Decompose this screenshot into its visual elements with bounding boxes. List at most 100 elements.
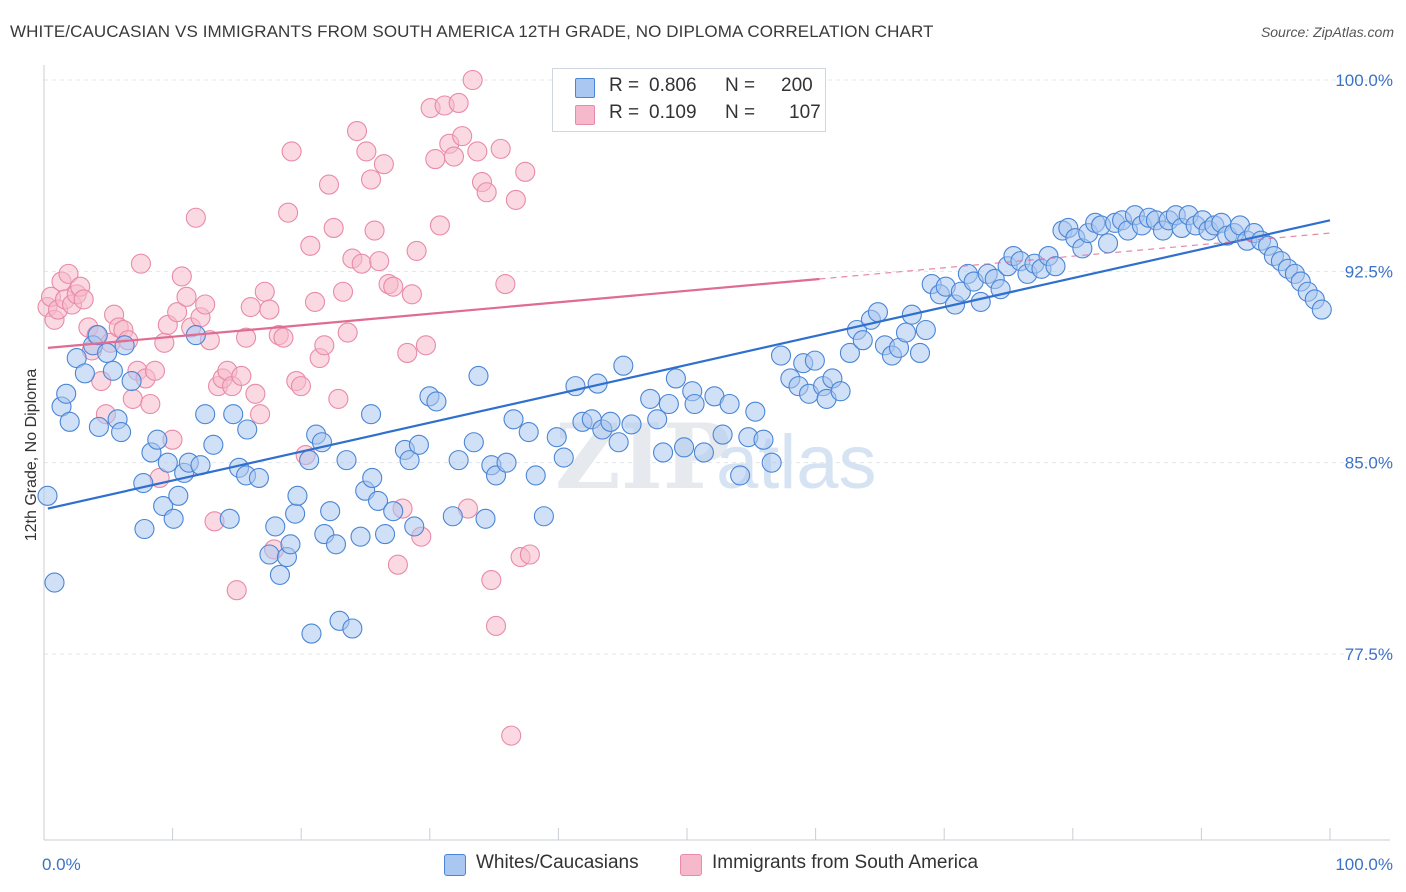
immigrants-point [278, 202, 299, 223]
y-tick-label: 77.5% [1345, 645, 1393, 664]
whites-point [285, 503, 306, 524]
whites-point [336, 450, 357, 471]
immigrants-point [415, 335, 436, 356]
whites-point [97, 342, 118, 364]
immigrants-point [140, 393, 161, 415]
whites-point [325, 534, 347, 555]
whites-point [223, 404, 244, 425]
whites-point [647, 409, 668, 430]
tick-labels: 100.0% 92.5% 85.0% 77.5% 0.0% 100.0% [42, 71, 1393, 874]
legend-swatch-whites [444, 854, 466, 876]
whites-point [565, 376, 586, 397]
immigrants-point [318, 174, 340, 195]
whites-point [518, 422, 539, 443]
immigrants-point [185, 207, 206, 228]
whites-point [426, 391, 447, 412]
whites-point [553, 447, 574, 468]
immigrants-point [245, 383, 266, 404]
whites-point [608, 432, 629, 453]
whites-point [867, 302, 889, 323]
immigrants-point [281, 141, 302, 162]
whites-point [134, 518, 155, 540]
immigrants-point [58, 263, 79, 284]
whites-point [383, 501, 404, 522]
whites-point [621, 414, 642, 435]
immigrants-point [406, 240, 427, 261]
whites-point [59, 411, 80, 432]
immigrants-point [397, 342, 418, 364]
whites-point [147, 429, 168, 450]
legend-swatch-immigrants [680, 854, 702, 876]
source-label: Source: ZipAtlas.com [1260, 24, 1394, 40]
y-tick-label: 100.0% [1335, 71, 1393, 90]
immigrants-point [452, 126, 473, 147]
whites-point [157, 452, 178, 473]
immigrants-point [254, 281, 275, 302]
whites-point [830, 381, 851, 402]
whites-point [87, 325, 108, 346]
whites-point [503, 409, 524, 430]
whites-point [56, 383, 77, 404]
immigrants-point [351, 253, 372, 274]
whites-point [219, 508, 240, 529]
immigrants-point [323, 217, 344, 239]
x-tick-label: 100.0% [1335, 855, 1393, 874]
whites-point [248, 467, 269, 489]
n-value-whites: 200 [781, 75, 813, 96]
whites-point [546, 427, 567, 448]
immigrants-point [236, 327, 257, 348]
chart-title: WHITE/CAUCASIAN VS IMMIGRANTS FROM SOUTH… [10, 22, 934, 41]
whites-point [909, 342, 931, 364]
whites-point [280, 534, 301, 555]
y-tick-label: 92.5% [1345, 262, 1393, 281]
whites-point [259, 544, 280, 565]
r-value-whites: 0.806 [649, 75, 697, 96]
whites-point [640, 388, 661, 409]
immigrants-point [448, 92, 469, 114]
immigrants-point [226, 580, 247, 601]
whites-point [658, 393, 679, 415]
whites-point [163, 508, 184, 529]
whites-point [367, 490, 389, 511]
immigrants-point [130, 253, 151, 274]
immigrants-point [346, 120, 368, 142]
immigrants-point [314, 335, 335, 356]
immigrants-point [429, 215, 451, 236]
immigrants-point [328, 388, 349, 409]
whites-point [299, 450, 320, 471]
whites-point [350, 526, 371, 547]
whites-point [88, 416, 109, 438]
whites-point [237, 419, 258, 440]
r-label: R = [609, 75, 640, 96]
legend-swatch-immigrants [575, 105, 595, 125]
whites-point [399, 450, 420, 471]
whites-point [375, 524, 396, 545]
immigrants-point [515, 161, 536, 182]
whites-point [712, 424, 733, 445]
whites-point [111, 422, 132, 443]
whites-point [674, 437, 695, 458]
whites-point [496, 452, 517, 473]
legend-swatch-whites [575, 78, 595, 98]
whites-point [448, 450, 469, 471]
immigrants-point [495, 274, 516, 295]
whites-point [665, 368, 686, 389]
whites-point [761, 452, 782, 473]
immigrants-point [171, 266, 192, 287]
axes [43, 65, 1390, 841]
whites-point [719, 393, 740, 415]
whites-point [269, 564, 290, 585]
whites-point [1045, 256, 1066, 277]
whites-point [753, 429, 774, 450]
whites-point [342, 618, 363, 639]
whites-point [320, 501, 341, 522]
correlation-legend: R = 0.806 N = 200 R = 0.109 N = 107 [552, 68, 826, 132]
whites-point [121, 370, 142, 392]
whites-point [404, 516, 425, 537]
n-value-immigrants: 107 [789, 102, 821, 123]
whites-point [770, 345, 792, 366]
whites-point [37, 485, 58, 506]
immigrants-point [505, 189, 526, 210]
immigrants-point [369, 251, 390, 272]
